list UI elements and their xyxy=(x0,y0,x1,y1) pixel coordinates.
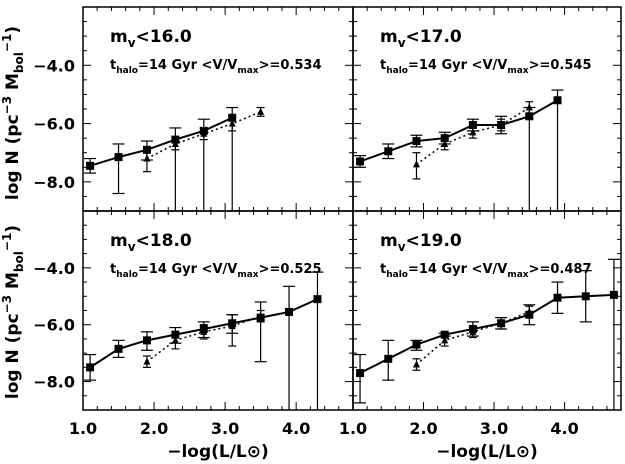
data-point-triangle xyxy=(200,327,208,335)
panel-bottom-right: 1.0 2.0 3.0 4.0 mv<19.0 thalo=14 Gyr <V/Vmax>… xyxy=(339,210,622,438)
y-tick-label: −4.0 xyxy=(33,56,75,75)
x-tick-label: 4.0 xyxy=(550,419,578,438)
panel-note: thalo=14 Gyr <V/Vmax>=0.525 xyxy=(110,262,322,280)
series-line-dotted xyxy=(146,111,261,160)
y-tick-label: −6.0 xyxy=(33,316,75,335)
data-point-square xyxy=(356,369,365,378)
data-point-square xyxy=(313,295,322,304)
data-point-square xyxy=(384,354,393,363)
x-tick-label: 1.0 xyxy=(69,419,97,438)
panel-title: mv<16.0 xyxy=(110,27,192,50)
series-line xyxy=(359,293,614,374)
data-point-triangle xyxy=(257,107,265,115)
panel-top-right: mv<17.0 thalo=14 Gyr <V/Vmax>=0.545 xyxy=(352,6,622,212)
x-tick-label: 1.0 xyxy=(339,419,367,438)
data-point-triangle xyxy=(171,139,179,147)
data-point-triangle xyxy=(469,128,477,136)
data-point-square xyxy=(384,147,393,156)
data-point-triangle xyxy=(228,119,236,127)
data-point-square xyxy=(285,307,294,316)
y-tick-label: −8.0 xyxy=(33,173,75,192)
data-point-triangle xyxy=(228,322,236,330)
panel-title: mv<19.0 xyxy=(380,231,462,254)
data-point-triangle xyxy=(171,336,179,344)
x-tick-label: 2.0 xyxy=(409,419,437,438)
panel-bottom-left: 1.0 2.0 3.0 4.0 −8.0 −6.0 −4.0 mv<18.0 thalo=14 … xyxy=(33,210,354,438)
data-point-square xyxy=(553,96,562,105)
y-tick-label: −4.0 xyxy=(33,259,75,278)
data-point-square xyxy=(86,161,95,170)
data-point-triangle xyxy=(412,160,420,168)
data-point-square xyxy=(412,340,421,349)
data-point-triangle xyxy=(441,139,449,147)
panel-note: thalo=14 Gyr <V/Vmax>=0.545 xyxy=(380,58,592,76)
data-point-square xyxy=(553,293,562,302)
x-tick-label: 3.0 xyxy=(211,419,239,438)
data-point-triangle xyxy=(257,312,265,320)
panel-title: mv<17.0 xyxy=(380,27,462,50)
panel-note: thalo=14 Gyr <V/Vmax>=0.487 xyxy=(380,262,592,280)
x-axis-label-right: −log(L/L⊙) xyxy=(436,442,538,462)
data-point-triangle xyxy=(525,103,533,111)
y-axis-label-bottom: log N (pc−3 Mbol−1) xyxy=(0,225,26,399)
series-line xyxy=(89,116,233,167)
data-point-square xyxy=(581,292,590,301)
data-point-square xyxy=(356,157,365,166)
data-point-triangle xyxy=(143,357,151,365)
y-axis-label-top: log N (pc−3 Mbol−1) xyxy=(0,26,26,200)
panel-top-left: −8.0 −6.0 −4.0 mv<16.0 thalo=14 Gyr <V/Vmax>… xyxy=(33,6,354,212)
x-tick-label: 4.0 xyxy=(282,419,310,438)
panel-note: thalo=14 Gyr <V/Vmax>=0.534 xyxy=(110,58,322,76)
x-tick-label: 3.0 xyxy=(480,419,508,438)
y-tick-label: −8.0 xyxy=(33,373,75,392)
data-point-triangle xyxy=(525,307,533,315)
data-point-square xyxy=(114,344,123,353)
data-point-square xyxy=(468,121,477,130)
data-point-square xyxy=(412,137,421,146)
data-point-triangle xyxy=(143,154,151,162)
data-point-triangle xyxy=(441,336,449,344)
data-point-square xyxy=(142,336,151,345)
data-point-triangle xyxy=(200,129,208,137)
series-line xyxy=(359,99,559,163)
x-tick-label: 2.0 xyxy=(140,419,168,438)
data-point-triangle xyxy=(497,121,505,129)
data-point-square xyxy=(86,363,95,372)
data-point-square xyxy=(525,112,534,121)
data-point-triangle xyxy=(412,360,420,368)
panel-title: mv<18.0 xyxy=(110,231,192,254)
x-axis-label-left: −log(L/L⊙) xyxy=(167,442,269,462)
data-point-triangle xyxy=(469,327,477,335)
data-point-triangle xyxy=(497,319,505,327)
data-point-square xyxy=(609,290,618,299)
data-point-square xyxy=(114,153,123,162)
y-tick-label: −6.0 xyxy=(33,115,75,134)
